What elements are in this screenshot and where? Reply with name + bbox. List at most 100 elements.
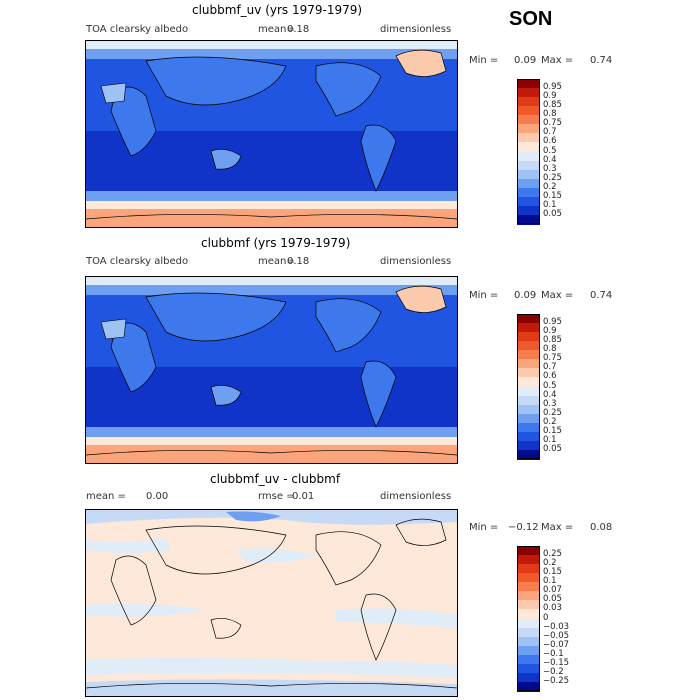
colorbar-outline (517, 314, 540, 459)
colorbar-segment (517, 627, 540, 638)
colorbar-tick-label: 0.7 (543, 362, 557, 373)
sahara-shape (100, 318, 127, 340)
panel-1-min-value: 0.09 (514, 55, 537, 66)
panel-3-map (85, 509, 458, 697)
patch-neg-2 (236, 548, 316, 563)
colorbar-segment (517, 618, 540, 629)
colorbar-outline (517, 79, 540, 224)
colorbar-segment (517, 79, 540, 89)
colorbar-tick-label: 0.7 (543, 127, 557, 138)
colorbar-segment (517, 214, 540, 225)
asia-outline (145, 525, 287, 575)
colorbar-segment (517, 196, 540, 207)
colorbar-tick-label: 0.25 (543, 549, 562, 560)
colorbar-segment (517, 142, 540, 152)
colorbar-tick-label: 0.95 (543, 317, 562, 328)
colorbar-tick-label: 0.1 (543, 576, 557, 587)
antarctic-coast (86, 450, 457, 456)
colorbar-segment (517, 546, 540, 556)
colorbar-tick-label: −0.25 (543, 675, 570, 686)
colorbar-segment (517, 97, 540, 107)
panel-3-title: clubbmf_uv - clubbmf (210, 472, 341, 486)
colorbar-segment (517, 115, 540, 125)
colorbar-tick-label: 0.5 (543, 145, 557, 156)
colorbar-segment (517, 591, 540, 601)
panel-1-title: clubbmf_uv (yrs 1979-1979) (192, 3, 363, 17)
colorbar-segment (517, 431, 540, 442)
colorbar-segment (517, 160, 540, 171)
colorbar-segment (517, 582, 540, 592)
panel-3-colorbar: 0.25 0.2 0.15 0.1 0.07 0.05 0.03 0 −0.03 −0.05 −0.… (517, 546, 569, 692)
panel-2-max-value: 0.74 (590, 290, 613, 301)
patch-neg-4 (336, 608, 457, 628)
colorbar-tick-label: 0.85 (543, 100, 562, 111)
colorbar-segment (517, 449, 540, 460)
panel-1-max-value: 0.74 (590, 55, 613, 66)
colorbar-tick-label: 0.8 (543, 109, 557, 120)
panel-1-mean-value: 0.18 (287, 24, 310, 35)
asia-shape (145, 56, 287, 106)
arctic-band (86, 277, 457, 285)
colorbar-segment (517, 395, 540, 406)
colorbar-tick-label: 0.07 (543, 585, 562, 596)
season-label: SON (509, 8, 553, 30)
colorbar-segment (517, 645, 540, 656)
colorbar-segment (517, 359, 540, 369)
panel-3-max-label: Max = (541, 522, 574, 533)
panel-3-mean-label: mean = (86, 491, 126, 502)
colorbar-tick-label: 0.9 (543, 326, 557, 337)
colorbar-segment (517, 106, 540, 116)
colorbar-tick-label: −0.1 (543, 648, 564, 659)
colorbar-segment (517, 169, 540, 180)
colorbar-segment (517, 564, 540, 574)
australia-outline (210, 618, 242, 639)
greenland-shape (395, 49, 447, 77)
colorbar-segment (517, 350, 540, 360)
africa-outline (110, 555, 157, 626)
colorbar-segment (517, 314, 540, 324)
panel-2-map (85, 276, 458, 464)
panel-1-units: dimensionless (380, 24, 452, 35)
colorbar-segment (517, 386, 540, 397)
colorbar-segment (517, 133, 540, 143)
colorbar-tick-label: 0.3 (543, 163, 557, 174)
panel-2-variable: TOA clearsky albedo (86, 256, 189, 267)
patch-neg-5 (86, 657, 457, 678)
colorbar-tick-label: 0.6 (543, 371, 557, 382)
panel-2-max-label: Max = (541, 290, 574, 301)
arctic-band (86, 41, 457, 49)
colorbar-segment (517, 672, 540, 683)
colorbar-tick-label: 0.1 (543, 434, 557, 445)
panel-1-map-svg (86, 41, 457, 227)
colorbar-segment (517, 555, 540, 565)
colorbar-tick-label: 0.4 (543, 389, 557, 400)
colorbar-segment (517, 341, 540, 351)
colorbar-segment (517, 323, 540, 333)
colorbar-tick-label: −0.2 (543, 666, 564, 677)
africa-shape (110, 322, 157, 393)
panel-3-rmse-label: rmse = (258, 491, 295, 502)
colorbar-segment (517, 205, 540, 216)
colorbar-tick-label: 0.15 (543, 567, 562, 578)
colorbar-tick-label: 0.2 (543, 181, 557, 192)
colorbar-tick-label: −0.07 (543, 639, 570, 650)
panel-3-min-value: −0.12 (508, 522, 539, 533)
south-america-outline (360, 593, 397, 661)
colorbar-segment (517, 368, 540, 378)
panel-2-units: dimensionless (380, 256, 452, 267)
southern-band-1 (86, 427, 457, 437)
colorbar-tick-label: 0.2 (543, 558, 557, 569)
colorbar-segment (517, 422, 540, 433)
colorbar-tick-label: 0.85 (543, 335, 562, 346)
colorbar-segment (517, 332, 540, 342)
south-america-shape (360, 360, 397, 428)
north-america-shape (315, 298, 382, 353)
colorbar-segment (517, 187, 540, 198)
colorbar-tick-label: 0.75 (543, 118, 562, 129)
colorbar-segment (517, 178, 540, 189)
colorbar-segment (517, 609, 540, 619)
panel-3-min-label: Min = (469, 522, 499, 533)
patch-neg-3 (86, 603, 206, 617)
australia-shape (210, 385, 242, 406)
antarctic-coast (86, 214, 457, 220)
